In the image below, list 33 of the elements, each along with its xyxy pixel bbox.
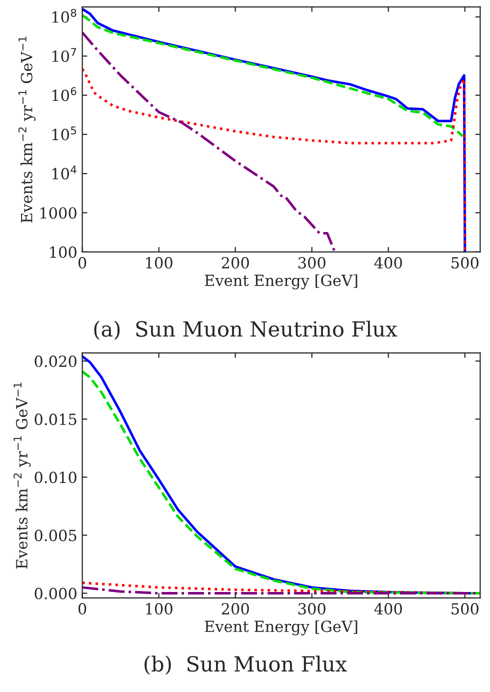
y-tick-label: 1000: [40, 207, 76, 219]
x-tick-label: 200: [222, 603, 249, 615]
y-tick-label: 0.005: [34, 530, 76, 542]
y-tick-label: 0.015: [34, 414, 76, 426]
x-axis-title: Event Energy [GeV]: [204, 620, 358, 636]
x-axis-title: Event Energy [GeV]: [204, 274, 358, 290]
y-tick-label: 10$^{7}$: [52, 48, 76, 62]
y-tick-label: 100: [50, 246, 76, 258]
x-tick-label: 0: [78, 257, 86, 269]
text: (a) Sun Muon Neutrino Flux: [94, 320, 398, 340]
line-series: [82, 31, 336, 252]
x-tick-label: 500: [452, 603, 478, 615]
y-tick-label: 10$^{4}$: [52, 166, 76, 180]
line-series: [82, 14, 464, 138]
x-tick-label: 100: [146, 257, 172, 269]
y-tick-label: 0.000: [34, 588, 76, 600]
y-tick-label: 0.010: [34, 472, 76, 484]
y-axis-title: Events km$^{−2}$ yr$^{−1}$ GeV$^{−1}$: [18, 36, 36, 223]
line-series: [82, 68, 466, 252]
x-tick-label: 500: [452, 257, 478, 269]
y-tick-label: 0.020: [34, 356, 76, 368]
x-tick-label: 400: [374, 603, 402, 615]
x-tick-label: 200: [222, 257, 249, 269]
y-tick-label: 10$^{5}$: [52, 126, 76, 140]
x-tick-label: 100: [146, 603, 172, 615]
x-tick-label: 400: [374, 257, 402, 269]
text: (b) Sun Muon Flux: [144, 656, 347, 675]
x-tick-label: 300: [298, 257, 326, 269]
y-tick-label: 10$^{8}$: [52, 8, 76, 23]
y-axis-title: Events km$^{−2}$ yr$^{−1}$ GeV$^{−1}$: [14, 382, 31, 569]
x-tick-label: 300: [298, 603, 326, 615]
x-tick-label: 0: [78, 603, 86, 615]
y-tick-label: 10$^{6}$: [52, 87, 76, 102]
